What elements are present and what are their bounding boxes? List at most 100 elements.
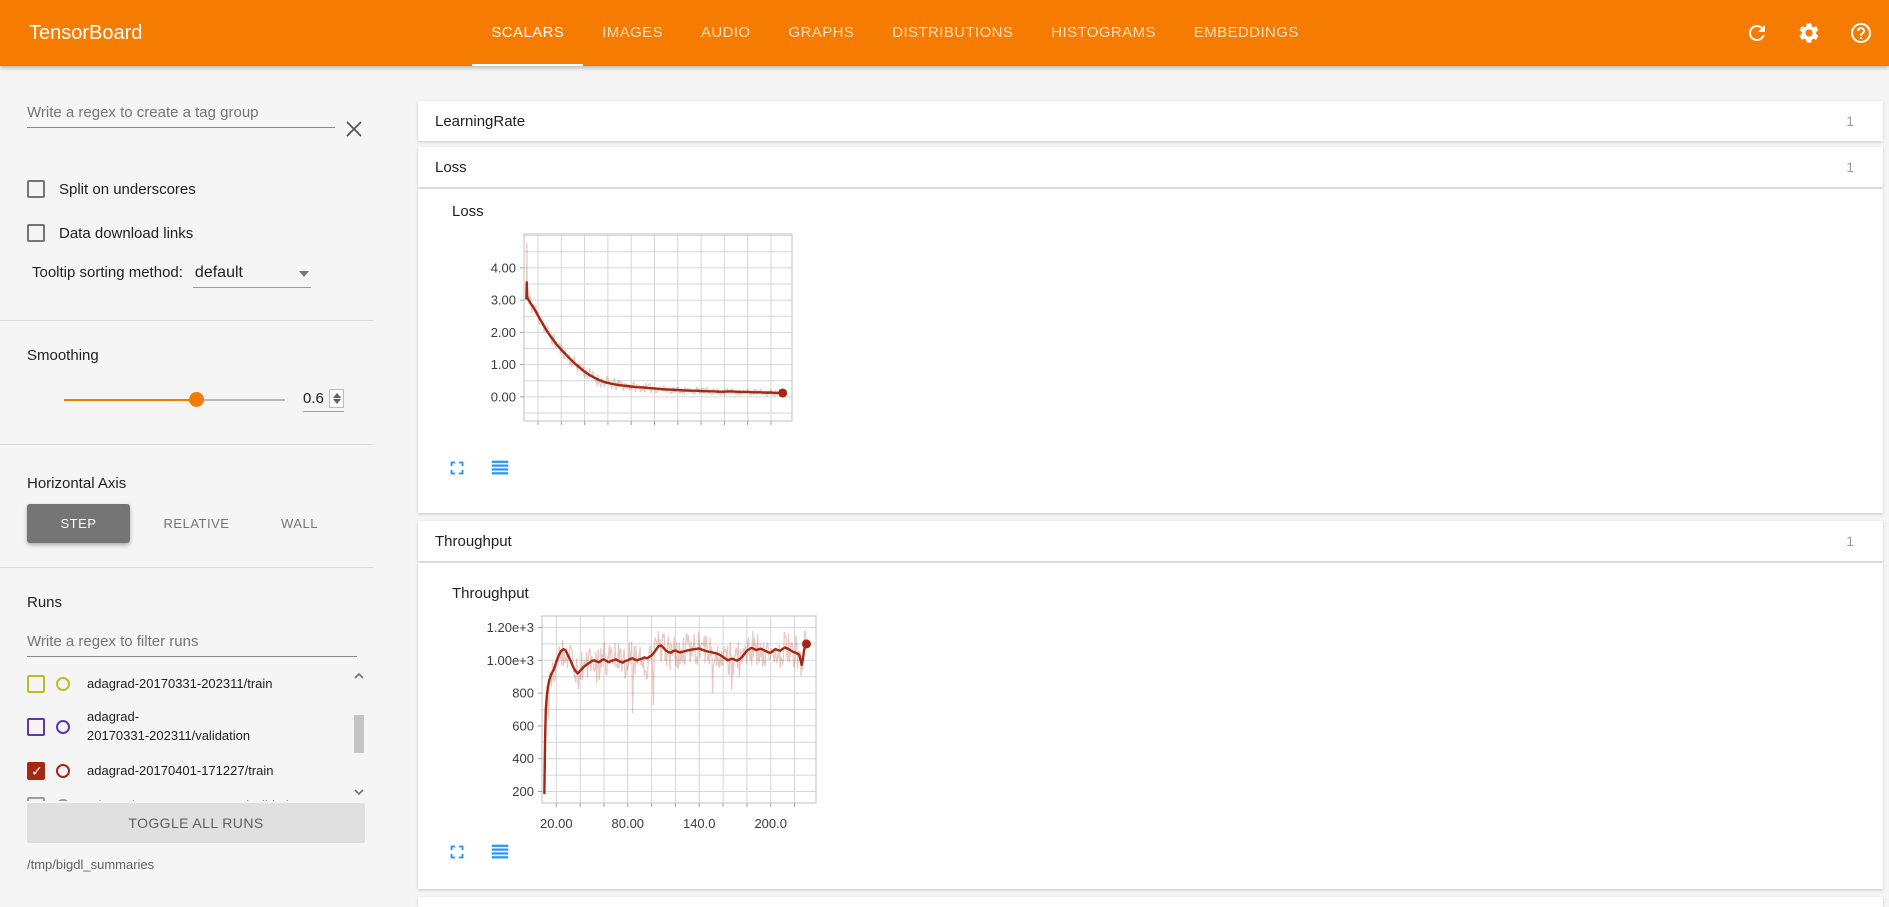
section-header-throughput[interactable]: Throughput 1: [418, 521, 1883, 561]
svg-text:80.00: 80.00: [612, 816, 645, 831]
sidebar: Split on underscores Data download links…: [0, 66, 373, 907]
svg-text:800: 800: [512, 686, 534, 701]
run-label: adagrad-20170331-202311/train: [87, 675, 273, 691]
tab-images[interactable]: IMAGES: [602, 23, 663, 41]
tab-embeddings[interactable]: EMBEDDINGS: [1193, 23, 1299, 41]
toggle-all-runs-button[interactable]: TOGGLE ALL RUNS: [27, 803, 365, 843]
tab-graphs[interactable]: GRAPHS: [788, 23, 855, 41]
runs-label: Runs: [27, 594, 63, 611]
smoothing-label: Smoothing: [27, 347, 99, 364]
svg-text:600: 600: [512, 718, 534, 733]
section-count-badge: 1: [1846, 113, 1854, 129]
tooltip-sorting-select[interactable]: default: [192, 262, 311, 288]
svg-text:200.0: 200.0: [754, 816, 787, 831]
run-checkbox[interactable]: [27, 675, 45, 693]
data-download-checkbox[interactable]: [27, 224, 45, 242]
slider-fill: [64, 399, 197, 401]
svg-text:400: 400: [512, 751, 534, 766]
section-header-learningrate[interactable]: LearningRate 1: [418, 101, 1883, 141]
throughput-chart[interactable]: 200 400 600 800 1.00e+3 1.20e+3 20.00 80.00 140.…: [478, 607, 830, 844]
smoothing-value[interactable]: 0.6: [303, 389, 324, 407]
section-count-badge: 1: [1846, 159, 1854, 175]
log-directory-path: /tmp/bigdl_summaries: [27, 857, 155, 872]
tab-audio[interactable]: AUDIO: [700, 23, 751, 41]
loss-section-content: Loss 0.00 1.00 2.00 3.00 4.00: [418, 189, 1883, 513]
svg-text:140.0: 140.0: [683, 816, 716, 831]
throughput-chart-title: Throughput: [452, 585, 529, 602]
tooltip-sorting-label: Tooltip sorting method:: [32, 264, 183, 281]
smoothing-stepper[interactable]: [329, 388, 344, 408]
section-title: Throughput: [435, 532, 512, 550]
app-header: TensorBoard SCALARS IMAGES AUDIO GRAPHS …: [0, 0, 1889, 66]
run-checkbox[interactable]: [27, 797, 45, 801]
run-checkbox[interactable]: [27, 718, 45, 736]
run-row[interactable]: adagrad-20170401-171227/train: [27, 753, 359, 789]
runs-list: adagrad-20170331-202311/train adagrad- 2…: [0, 657, 373, 801]
svg-text:2.00: 2.00: [491, 325, 516, 340]
run-label: adagrad- 20170331-202311/validation: [87, 709, 251, 743]
run-filter-input[interactable]: [27, 629, 357, 657]
smoothing-slider[interactable]: [64, 392, 285, 407]
run-color-swatch: [56, 799, 70, 801]
tab-bar: SCALARS IMAGES AUDIO GRAPHS DISTRIBUTION…: [472, 0, 1317, 66]
divider: [0, 567, 373, 568]
divider: [0, 320, 373, 321]
run-row[interactable]: adagrad-20170401-171227/validation: [27, 789, 359, 801]
loss-chart[interactable]: 0.00 1.00 2.00 3.00 4.00: [468, 225, 804, 442]
help-icon[interactable]: [1849, 21, 1873, 45]
clear-tag-filter-icon[interactable]: [343, 118, 365, 140]
tab-distributions[interactable]: DISTRIBUTIONS: [892, 23, 1014, 41]
horizontal-lines-icon[interactable]: [489, 457, 511, 479]
svg-text:200: 200: [512, 784, 534, 799]
section-header-loss[interactable]: Loss 1: [418, 147, 1883, 187]
fullscreen-icon[interactable]: [446, 841, 468, 863]
axis-step-button[interactable]: STEP: [27, 504, 130, 543]
app-title: TensorBoard: [29, 21, 143, 44]
chevron-down-icon: [298, 271, 309, 277]
svg-text:1.00: 1.00: [491, 357, 516, 372]
horizontal-lines-icon[interactable]: [489, 841, 511, 863]
run-row[interactable]: adagrad- 20170331-202311/validation: [27, 701, 359, 753]
svg-text:1.00e+3: 1.00e+3: [487, 653, 534, 668]
data-download-label: Data download links: [59, 224, 194, 242]
run-checkbox[interactable]: [27, 762, 45, 780]
section-title: Loss: [435, 158, 467, 176]
svg-text:4.00: 4.00: [491, 260, 516, 275]
section-header-partial: [418, 897, 1883, 907]
throughput-section-content: Throughput 200 400 600 800 1.00e+3 1.20e+3 20.…: [418, 563, 1883, 889]
tab-scalars[interactable]: SCALARS: [472, 0, 584, 66]
section-count-badge: 1: [1846, 533, 1854, 549]
scrollbar-thumb[interactable]: [354, 715, 364, 753]
tag-filter-input[interactable]: [27, 100, 335, 128]
horizontal-axis-label: Horizontal Axis: [27, 475, 127, 492]
run-color-swatch: [56, 720, 70, 734]
fullscreen-icon[interactable]: [446, 457, 468, 479]
split-underscores-row: Split on underscores: [0, 176, 373, 202]
refresh-icon[interactable]: [1745, 21, 1769, 45]
stepper-up-icon[interactable]: [332, 392, 341, 398]
divider: [0, 444, 373, 445]
svg-text:0.00: 0.00: [491, 389, 516, 404]
main-content: LearningRate 1 Loss 1 Loss 0.00 1.00 2.00 3…: [373, 66, 1889, 907]
scroll-up-icon[interactable]: [353, 669, 365, 681]
axis-wall-button[interactable]: WALL: [281, 516, 318, 531]
data-download-row: Data download links: [0, 220, 373, 246]
settings-gear-icon[interactable]: [1797, 21, 1821, 45]
run-row[interactable]: adagrad-20170331-202311/train: [27, 667, 359, 701]
tab-histograms[interactable]: HISTOGRAMS: [1051, 23, 1156, 41]
section-title: LearningRate: [435, 112, 526, 130]
smoothing-slider-thumb[interactable]: [188, 392, 204, 407]
run-color-swatch: [56, 677, 70, 691]
tooltip-sorting-value: default: [194, 264, 243, 281]
run-color-swatch: [56, 764, 70, 778]
run-label: adagrad-20170401-171227/validation: [87, 797, 303, 801]
scroll-down-icon[interactable]: [353, 785, 365, 797]
axis-relative-button[interactable]: RELATIVE: [163, 516, 230, 531]
loss-chart-title: Loss: [452, 203, 484, 220]
stepper-down-icon[interactable]: [332, 398, 341, 404]
header-actions: [1745, 0, 1873, 66]
split-underscores-checkbox[interactable]: [27, 180, 45, 198]
svg-text:3.00: 3.00: [491, 293, 516, 308]
split-underscores-label: Split on underscores: [59, 180, 196, 198]
runs-scrollbar[interactable]: [351, 669, 367, 797]
